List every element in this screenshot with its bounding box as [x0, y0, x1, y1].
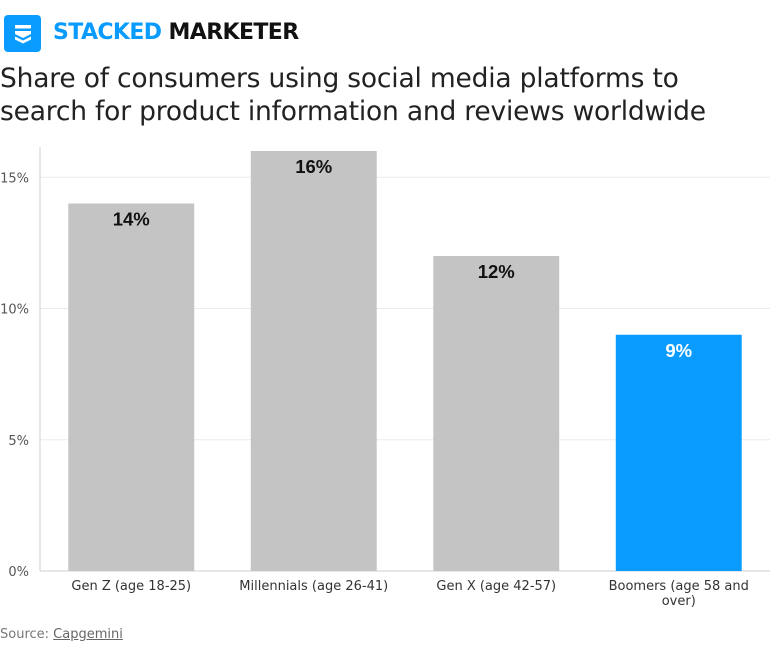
y-tick-label: 10% [0, 303, 29, 318]
data-label: 12% [478, 261, 515, 282]
stacked-layers-icon [4, 14, 41, 52]
chart-title: Share of consumers using social media pl… [0, 63, 706, 127]
data-label: 16% [295, 156, 332, 177]
data-label: 14% [113, 209, 150, 230]
y-tick-label: 0% [8, 565, 29, 580]
source-note: Source: Capgemini [0, 627, 123, 642]
x-tick-label: Millennials (age 26-41) [239, 579, 388, 594]
source-prefix: Source: [0, 627, 54, 642]
x-tick-label: Gen Z (age 18-25) [71, 579, 191, 594]
y-tick-label: 15% [0, 171, 29, 186]
x-tick-label: Boomers (age 58 and over) [609, 579, 749, 609]
bar [68, 203, 195, 571]
bar [433, 256, 560, 571]
brand-header: STACKED MARKETER [4, 14, 299, 52]
data-label: 9% [665, 340, 692, 361]
brand-name-secondary: MARKETER [168, 20, 299, 45]
bar [250, 151, 377, 571]
x-tick-label: Gen X (age 42-57) [436, 579, 556, 594]
bar [615, 334, 742, 571]
source-link[interactable]: Capgemini [53, 627, 123, 642]
y-tick-label: 5% [8, 434, 29, 449]
brand-name-primary: STACKED [53, 20, 162, 45]
